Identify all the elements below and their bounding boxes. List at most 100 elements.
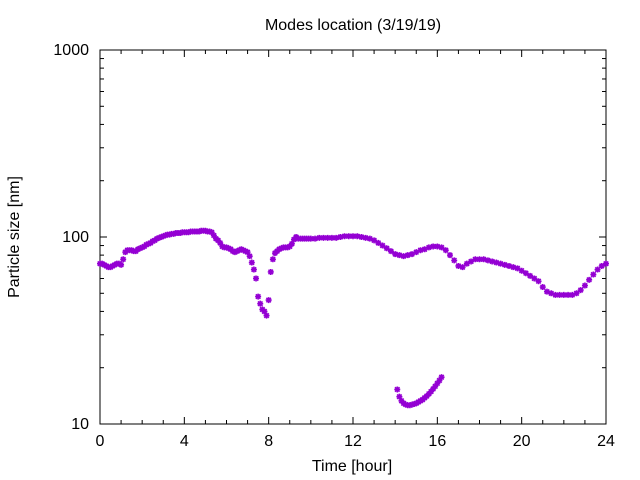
data-point	[240, 247, 247, 254]
data-point	[139, 244, 146, 251]
y-tick-label: 100	[62, 229, 89, 246]
data-point	[284, 244, 291, 251]
data-point	[265, 297, 272, 304]
y-tick-label: 10	[71, 416, 89, 433]
x-tick-label: 4	[180, 433, 189, 450]
data-point	[438, 374, 445, 381]
data-point	[312, 235, 319, 242]
data-point	[598, 262, 605, 269]
data-point	[257, 300, 264, 307]
data-point	[236, 247, 243, 254]
data-point	[484, 257, 491, 264]
data-point	[253, 275, 260, 282]
data-point	[160, 233, 167, 240]
data-point	[255, 293, 262, 300]
data-point	[510, 264, 517, 271]
data-point	[217, 239, 224, 246]
data-point	[153, 235, 160, 242]
data-point	[208, 229, 215, 236]
data-point	[476, 256, 483, 263]
x-tick-label: 8	[264, 433, 273, 450]
data-point	[468, 258, 475, 265]
data-point	[493, 259, 500, 266]
data-point	[396, 252, 403, 259]
data-point	[158, 234, 165, 240]
data-point	[560, 291, 567, 298]
data-point	[434, 243, 441, 250]
data-point	[506, 262, 513, 269]
data-point	[250, 266, 257, 273]
data-point	[398, 397, 405, 404]
data-point	[362, 234, 369, 241]
data-point	[143, 241, 150, 248]
data-point	[459, 264, 466, 271]
data-point	[328, 234, 335, 241]
data-point	[244, 249, 251, 256]
data-point	[489, 258, 496, 265]
data-point	[480, 256, 487, 263]
data-point	[392, 251, 399, 258]
data-point	[590, 271, 597, 278]
x-tick-label: 24	[597, 433, 615, 450]
data-point	[586, 276, 593, 283]
data-point	[451, 257, 458, 264]
data-point	[438, 244, 445, 251]
data-point	[497, 260, 504, 267]
data-point	[455, 262, 462, 269]
data-point	[345, 233, 352, 240]
data-point	[404, 252, 411, 259]
data-point	[522, 270, 529, 277]
data-point	[354, 233, 361, 240]
data-point	[428, 388, 435, 395]
data-point	[409, 251, 416, 258]
x-axis-label: Time [hour]	[312, 458, 392, 475]
data-point	[543, 288, 550, 295]
data-point	[432, 383, 439, 390]
data-point	[417, 247, 424, 254]
x-axis-ticks	[99, 50, 607, 424]
data-point	[556, 291, 563, 298]
data-point	[288, 240, 295, 247]
data-point	[231, 249, 238, 256]
data-point	[246, 253, 253, 260]
data-point	[539, 284, 546, 291]
data-point	[442, 247, 449, 254]
data-point	[234, 248, 241, 255]
data-point	[577, 287, 584, 294]
data-point	[421, 246, 428, 253]
data-point	[518, 267, 525, 274]
data-point	[501, 261, 508, 268]
data-point	[463, 260, 470, 267]
y-axis-tick-labels: 10 100 1000	[53, 42, 89, 433]
data-points	[97, 227, 609, 409]
data-point	[219, 243, 226, 250]
data-point	[276, 246, 283, 253]
data-point	[396, 393, 403, 400]
data-point	[425, 244, 432, 251]
data-point	[149, 238, 156, 245]
data-point	[366, 235, 373, 242]
data-point	[137, 245, 144, 252]
data-point	[552, 291, 559, 298]
x-tick-label: 16	[428, 433, 446, 450]
data-point	[350, 233, 356, 240]
x-tick-label: 12	[344, 433, 362, 450]
data-point	[120, 256, 127, 263]
data-point	[263, 312, 270, 319]
data-point	[375, 239, 382, 246]
data-point	[238, 246, 245, 253]
data-point	[573, 290, 580, 297]
data-point	[156, 234, 163, 241]
chart-title: Modes location (3/19/19)	[265, 17, 441, 34]
data-point	[446, 252, 453, 259]
data-point	[581, 282, 588, 289]
data-point	[316, 234, 323, 241]
data-point	[400, 253, 407, 260]
y-axis-ticks	[100, 49, 606, 425]
data-point	[337, 234, 344, 240]
data-point	[434, 380, 441, 387]
data-point	[531, 275, 538, 282]
data-point	[248, 259, 255, 266]
data-point	[307, 235, 314, 242]
